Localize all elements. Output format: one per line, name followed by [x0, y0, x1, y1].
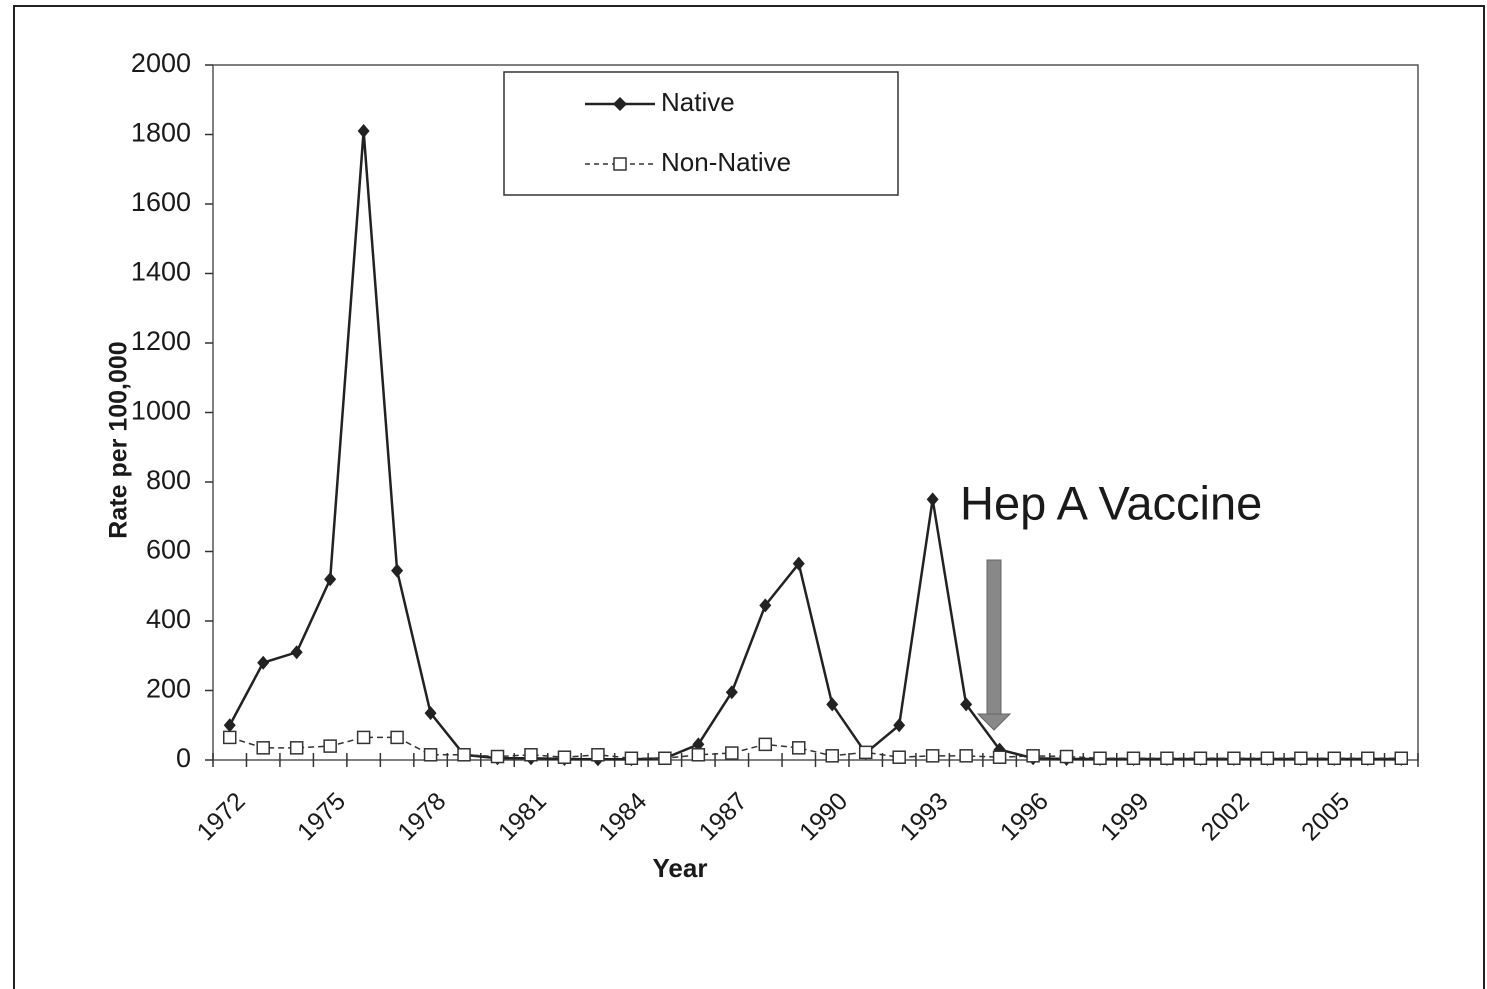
y-tick-label: 2000 — [131, 48, 191, 78]
marker — [624, 751, 639, 766]
marker — [1394, 751, 1409, 766]
y-tick-label: 1200 — [131, 326, 191, 356]
legend — [503, 71, 899, 196]
x-tick-label: 2005 — [1296, 787, 1355, 846]
marker — [925, 749, 940, 763]
marker — [926, 492, 939, 507]
y-tick-label: 0 — [176, 743, 191, 773]
marker — [490, 749, 505, 764]
marker — [992, 750, 1007, 764]
marker — [1260, 751, 1275, 766]
y-tick-label: 200 — [146, 674, 191, 704]
x-tick-label: 1981 — [493, 787, 552, 846]
marker — [223, 718, 236, 733]
y-tick-label: 600 — [146, 535, 191, 565]
y-tick-label: 800 — [146, 465, 191, 495]
x-tick-label: 1972 — [192, 787, 251, 846]
marker — [1193, 751, 1208, 766]
marker — [858, 745, 873, 760]
marker — [758, 737, 773, 752]
marker — [960, 697, 973, 712]
marker — [289, 741, 304, 755]
y-tick-label: 1800 — [131, 118, 191, 148]
marker — [1361, 751, 1375, 766]
marker — [1227, 751, 1241, 766]
y-axis-label: Rate per 100,000 — [105, 341, 133, 538]
y-tick-label: 400 — [146, 604, 191, 634]
legend-marker — [613, 157, 627, 171]
marker — [893, 718, 906, 733]
marker — [591, 748, 605, 762]
legend-marker — [613, 97, 627, 111]
marker — [792, 556, 805, 571]
marker — [391, 563, 404, 578]
marker — [323, 739, 337, 753]
y-tick-label: 1400 — [131, 257, 191, 287]
marker — [792, 741, 806, 755]
marker — [457, 748, 471, 762]
y-tick-label: 1000 — [131, 396, 191, 426]
marker — [825, 749, 839, 763]
marker — [324, 572, 337, 587]
marker — [658, 751, 672, 766]
marker — [356, 730, 371, 745]
marker — [1160, 751, 1174, 766]
frame — [13, 5, 1485, 989]
y-tick-label: 1600 — [131, 187, 191, 217]
marker — [759, 598, 772, 613]
marker — [290, 645, 303, 660]
marker — [357, 124, 370, 139]
x-tick-label: 1978 — [392, 787, 451, 846]
x-tick-label: 1987 — [694, 787, 753, 846]
marker — [1026, 749, 1040, 763]
x-tick-label: 1984 — [593, 787, 652, 846]
marker — [1126, 751, 1141, 766]
marker — [725, 685, 738, 700]
marker — [691, 748, 706, 762]
legend-label: Non-Native — [661, 147, 791, 177]
x-tick-label: 1999 — [1095, 787, 1154, 846]
marker — [1059, 749, 1074, 764]
marker — [256, 741, 270, 755]
x-axis-label: Year — [653, 853, 708, 883]
marker — [892, 750, 906, 764]
marker — [557, 750, 572, 764]
marker — [826, 697, 839, 712]
legend-label: Native — [661, 87, 735, 117]
marker — [390, 730, 404, 745]
marker — [959, 749, 973, 763]
x-tick-label: 1993 — [894, 787, 953, 846]
x-tick-label: 2002 — [1196, 787, 1255, 846]
marker — [257, 655, 270, 670]
x-tick-label: 1975 — [292, 787, 351, 846]
x-tick-label: 1990 — [794, 787, 853, 846]
marker — [1093, 751, 1107, 766]
marker — [524, 748, 538, 762]
marker — [424, 706, 437, 721]
marker — [222, 730, 237, 745]
marker — [1294, 751, 1308, 766]
series-line — [228, 130, 1402, 761]
marker — [423, 748, 438, 762]
x-tick-label: 1996 — [995, 787, 1054, 846]
annotation: Hep A Vaccine — [960, 476, 1262, 529]
arrow — [976, 559, 1012, 731]
marker — [725, 746, 739, 760]
marker — [692, 737, 705, 752]
marker — [1327, 751, 1342, 766]
